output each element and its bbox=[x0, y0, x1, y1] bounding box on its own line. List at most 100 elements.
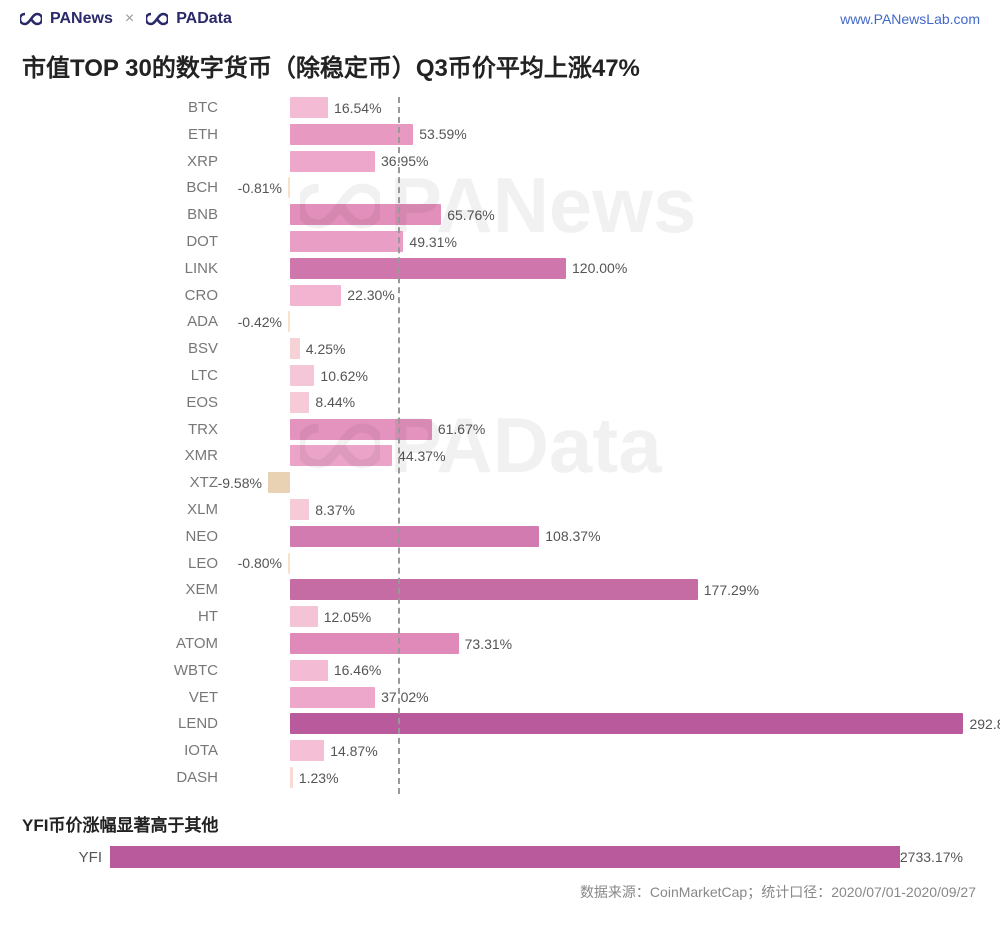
bar-fill bbox=[268, 472, 290, 493]
infinity-icon bbox=[20, 12, 42, 26]
y-axis-label: XRP bbox=[20, 153, 230, 170]
y-axis-label: BCH bbox=[20, 179, 230, 196]
y-axis-label: TRX bbox=[20, 421, 230, 438]
bar-value-label: 16.54% bbox=[334, 100, 381, 116]
y-axis-label: ETH bbox=[20, 126, 230, 143]
y-axis-label: IOTA bbox=[20, 742, 230, 759]
bar-value-label: 108.37% bbox=[545, 528, 600, 544]
bar-value-label: 8.44% bbox=[315, 394, 355, 410]
bar-value-label: 37.02% bbox=[381, 689, 428, 705]
chart-row: WBTC16.46% bbox=[20, 660, 980, 681]
bar-fill bbox=[290, 445, 392, 466]
bar-value-label: 292.82% bbox=[969, 716, 1000, 732]
bar-value-label: -0.42% bbox=[238, 314, 282, 330]
y-axis-label: LEND bbox=[20, 715, 230, 732]
average-reference-line bbox=[398, 97, 400, 794]
chart-title: 市值TOP 30的数字货币（除稳定币）Q3币价平均上涨47% bbox=[0, 36, 1000, 97]
bar-fill bbox=[290, 499, 309, 520]
bar-chart: BTC 16.54% ETH 53.59% XRP 36.95% BCH-0.81% BNB 6… bbox=[20, 97, 980, 795]
chart-row: DASH 1.23% bbox=[20, 767, 980, 788]
chart-row: VET 37.02% bbox=[20, 687, 980, 708]
chart-row: BNB 65.76% bbox=[20, 204, 980, 225]
bar-plot-area: 10.62% bbox=[235, 365, 980, 386]
bar-fill bbox=[290, 740, 324, 761]
bar-plot-area: 49.31% bbox=[235, 231, 980, 252]
chart-row: ATOM73.31% bbox=[20, 633, 980, 654]
chart-row: LEND 292.82% bbox=[20, 713, 980, 734]
bar-plot-area: -0.80% bbox=[235, 553, 980, 574]
y-axis-label: VET bbox=[20, 689, 230, 706]
bar-plot-area: 292.82% bbox=[235, 713, 980, 734]
bar-value-label: 10.62% bbox=[320, 368, 367, 384]
bar-fill bbox=[290, 392, 309, 413]
bar-value-label: 53.59% bbox=[419, 126, 466, 142]
bar-fill bbox=[288, 177, 290, 198]
chart-row: XTZ-9.58% bbox=[20, 472, 980, 493]
bar-value-label: 61.67% bbox=[438, 421, 485, 437]
chart-row: XMR 44.37% bbox=[20, 445, 980, 466]
yfi-value: 2733.17% bbox=[900, 849, 963, 865]
bar-plot-area: 4.25% bbox=[235, 338, 980, 359]
chart-row: EOS8.44% bbox=[20, 392, 980, 413]
header: PANews × PAData www.PANewsLab.com bbox=[0, 0, 1000, 36]
chart-row: NEO108.37% bbox=[20, 526, 980, 547]
bar-fill bbox=[290, 285, 341, 306]
chart-row: LEO-0.80% bbox=[20, 553, 980, 574]
chart-row: CRO22.30% bbox=[20, 285, 980, 306]
bar-plot-area: -9.58% bbox=[235, 472, 980, 493]
bar-plot-area: 36.95% bbox=[235, 151, 980, 172]
chart-row: LINK120.00% bbox=[20, 258, 980, 279]
bar-plot-area: 44.37% bbox=[235, 445, 980, 466]
y-axis-label: XMR bbox=[20, 447, 230, 464]
bar-fill bbox=[290, 579, 698, 600]
chart-row: BCH-0.81% bbox=[20, 177, 980, 198]
chart-row: ADA-0.42% bbox=[20, 311, 980, 332]
footer-source: 数据来源：CoinMarketCap；统计口径：2020/07/01-2020/… bbox=[0, 868, 1000, 902]
bar-fill bbox=[290, 687, 375, 708]
x-separator: × bbox=[125, 10, 134, 28]
chart-row: IOTA 14.87% bbox=[20, 740, 980, 761]
bar-value-label: 49.31% bbox=[409, 234, 456, 250]
bar-value-label: 4.25% bbox=[306, 341, 346, 357]
yfi-row: YFI 2733.17% bbox=[0, 846, 1000, 868]
bar-value-label: 14.87% bbox=[330, 743, 377, 759]
bar-value-label: 65.76% bbox=[447, 207, 494, 223]
bar-fill bbox=[290, 660, 328, 681]
bar-fill bbox=[288, 311, 290, 332]
y-axis-label: XLM bbox=[20, 501, 230, 518]
bar-plot-area: 22.30% bbox=[235, 285, 980, 306]
bar-value-label: 36.95% bbox=[381, 153, 428, 169]
bar-value-label: -0.80% bbox=[238, 555, 282, 571]
chart-row: BTC 16.54% bbox=[20, 97, 980, 118]
bar-plot-area: 61.67% bbox=[235, 419, 980, 440]
bar-fill bbox=[290, 204, 441, 225]
source-url: www.PANewsLab.com bbox=[840, 11, 980, 27]
bar-plot-area: 120.00% bbox=[235, 258, 980, 279]
bar-plot-area: 16.54% bbox=[235, 97, 980, 118]
bar-fill bbox=[290, 633, 459, 654]
bar-value-label: 8.37% bbox=[315, 502, 355, 518]
bar-fill bbox=[290, 231, 403, 252]
y-axis-label: DASH bbox=[20, 769, 230, 786]
y-axis-label: XEM bbox=[20, 581, 230, 598]
bar-value-label: 73.31% bbox=[465, 636, 512, 652]
yfi-bar-track: 2733.17% bbox=[110, 846, 978, 868]
bar-plot-area: 1.23% bbox=[235, 767, 980, 788]
y-axis-label: DOT bbox=[20, 233, 230, 250]
infinity-icon bbox=[146, 12, 168, 26]
y-axis-label: BTC bbox=[20, 99, 230, 116]
bar-plot-area: 12.05% bbox=[235, 606, 980, 627]
bar-plot-area: 14.87% bbox=[235, 740, 980, 761]
bar-fill bbox=[290, 151, 375, 172]
y-axis-label: BNB bbox=[20, 206, 230, 223]
bar-plot-area: 8.37% bbox=[235, 499, 980, 520]
yfi-label: YFI bbox=[22, 849, 110, 866]
chart-row: DOT 49.31% bbox=[20, 231, 980, 252]
bar-plot-area: 8.44% bbox=[235, 392, 980, 413]
bar-fill bbox=[290, 606, 318, 627]
bar-plot-area: 108.37% bbox=[235, 526, 980, 547]
bar-value-label: 12.05% bbox=[324, 609, 371, 625]
bar-fill bbox=[290, 419, 432, 440]
chart-row: TRX 61.67% bbox=[20, 419, 980, 440]
chart-row: XLM 8.37% bbox=[20, 499, 980, 520]
